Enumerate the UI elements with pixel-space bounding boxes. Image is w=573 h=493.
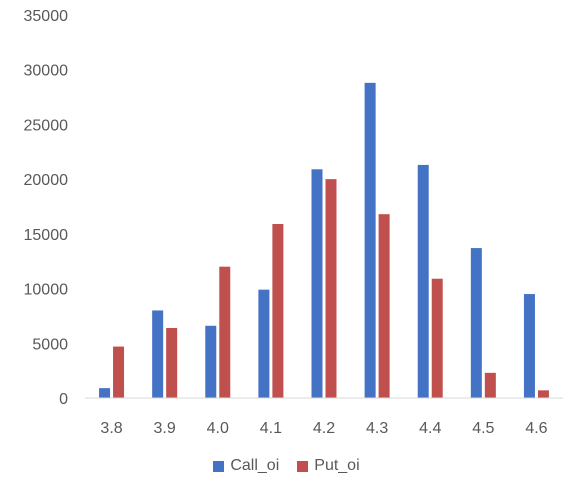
bar-put-oi (537, 390, 549, 398)
bar-put-oi (113, 346, 125, 398)
x-tick-label: 4.4 (419, 420, 441, 437)
bar-call-oi (152, 310, 164, 398)
bar-put-oi (325, 179, 337, 398)
bar-call-oi (205, 325, 217, 398)
x-tick-label: 4.1 (260, 420, 282, 437)
bar-call-oi (470, 248, 482, 398)
y-tick-label: 15000 (24, 227, 69, 244)
legend-item-call: Call_oi (213, 457, 279, 475)
x-tick-label: 4.6 (525, 420, 547, 437)
legend-label-call: Call_oi (230, 457, 280, 474)
legend-label-put: Put_oi (314, 457, 360, 474)
y-tick-label: 20000 (24, 172, 69, 189)
x-tick-label: 3.9 (154, 420, 176, 437)
bar-call-oi (311, 169, 323, 398)
bar-call-oi (523, 294, 535, 398)
bar-put-oi (219, 266, 231, 398)
bar-put-oi (378, 214, 390, 398)
bar-call-oi (417, 164, 429, 398)
bars-group (99, 82, 549, 399)
y-tick-label: 30000 (24, 63, 69, 80)
y-tick-label: 0 (59, 391, 68, 408)
legend-item-put: Put_oi (297, 457, 360, 475)
x-tick-label: 4.3 (366, 420, 388, 437)
bar-put-oi (484, 372, 496, 398)
y-tick-label: 10000 (24, 282, 69, 299)
y-axis: 0 5000 10000 15000 20000 25000 30000 35000 (24, 8, 69, 408)
legend-swatch-put (297, 460, 309, 472)
x-tick-label: 3.8 (100, 420, 122, 437)
bar-put-oi (272, 224, 284, 398)
bar-call-oi (258, 289, 270, 398)
y-tick-label: 35000 (24, 8, 69, 25)
y-tick-label: 5000 (32, 336, 68, 353)
x-axis: 3.8 3.9 4.0 4.1 4.2 4.3 4.4 4.5 4.6 (100, 420, 547, 437)
bar-call-oi (99, 388, 111, 398)
x-tick-label: 4.0 (207, 420, 229, 437)
bar-call-oi (364, 82, 376, 399)
bar-put-oi (431, 278, 443, 398)
legend: Call_oi Put_oi (0, 457, 573, 475)
x-tick-label: 4.5 (472, 420, 494, 437)
y-tick-label: 25000 (24, 117, 69, 134)
x-tick-label: 4.2 (313, 420, 335, 437)
bar-put-oi (166, 327, 178, 398)
legend-swatch-call (213, 460, 225, 472)
